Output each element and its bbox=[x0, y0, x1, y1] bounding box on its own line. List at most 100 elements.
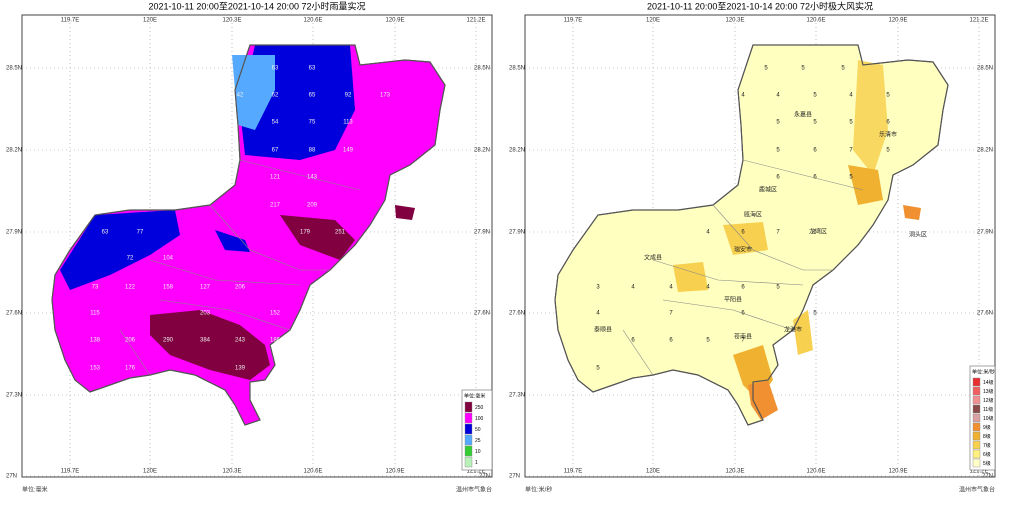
legend-label: 250 bbox=[475, 405, 484, 411]
lon-label: 120E bbox=[646, 469, 660, 475]
station-value: 72 bbox=[127, 256, 134, 262]
lat-label: 27N bbox=[509, 474, 520, 480]
lat-label: 27.9N bbox=[474, 230, 490, 236]
lat-label: 28.2N bbox=[977, 148, 993, 154]
place-name: 鹿城区 bbox=[759, 186, 777, 194]
lon-label: 120.3E bbox=[222, 469, 241, 475]
lon-label: 120.9E bbox=[888, 18, 907, 24]
station-value: 5 bbox=[886, 93, 890, 99]
station-value: 5 bbox=[764, 66, 768, 72]
station-value: 6 bbox=[631, 338, 635, 344]
lon-label: 120.3E bbox=[725, 469, 744, 475]
lat-label: 27.3N bbox=[6, 393, 22, 399]
legend-label: 1 bbox=[475, 460, 478, 466]
legend-swatch bbox=[464, 434, 473, 446]
station-value: 4 bbox=[776, 93, 780, 99]
station-value: 217 bbox=[270, 203, 281, 209]
lat-label: 27.3N bbox=[509, 393, 525, 399]
legend-swatch bbox=[972, 386, 981, 396]
station-value: 73 bbox=[92, 285, 99, 291]
station-value: 152 bbox=[270, 311, 281, 317]
legend-label: 11级 bbox=[983, 406, 993, 413]
legend-label: 10级 bbox=[983, 415, 994, 422]
station-value: 4 bbox=[741, 93, 745, 99]
station-value: 7 bbox=[741, 338, 745, 344]
station-value: 65 bbox=[309, 93, 316, 99]
legend-swatch bbox=[464, 423, 473, 435]
legend-title: 单位:米/秒 bbox=[972, 368, 995, 375]
lon-label: 121.2E bbox=[969, 18, 988, 24]
legend-label: 14级 bbox=[983, 379, 994, 386]
station-value: 4 bbox=[596, 311, 600, 317]
place-name: 龙湾区 bbox=[809, 228, 827, 236]
lat-label: 27N bbox=[6, 474, 17, 480]
station-value: 176 bbox=[125, 366, 136, 372]
station-value: 4 bbox=[706, 285, 710, 291]
legend-label: 25 bbox=[475, 438, 481, 444]
station-value: 5 bbox=[813, 120, 817, 126]
legend-label: 10 bbox=[475, 449, 481, 455]
station-value: 5 bbox=[886, 148, 890, 154]
place-name: 龙港市 bbox=[784, 326, 802, 334]
station-value: 251 bbox=[335, 230, 346, 236]
value-area bbox=[903, 205, 921, 220]
lon-label: 120E bbox=[646, 18, 660, 24]
station-value: 6 bbox=[741, 230, 745, 236]
footer-unit: 单位:米/秒 bbox=[525, 486, 552, 494]
county-borders bbox=[119, 159, 361, 376]
value-area bbox=[395, 205, 415, 220]
map-title: 2021-10-11 20:00至2021-10-14 20:00 72小时雨量… bbox=[149, 0, 366, 11]
lat-label: 27.6N bbox=[6, 311, 22, 317]
county-borders bbox=[622, 159, 864, 376]
value-area bbox=[723, 222, 768, 255]
legend-swatch bbox=[464, 412, 473, 424]
lon-label: 119.7E bbox=[61, 18, 80, 24]
lon-label: 121.2E bbox=[466, 469, 485, 475]
station-value: 77 bbox=[137, 230, 144, 236]
lon-label: 119.7E bbox=[564, 18, 583, 24]
lon-label: 119.7E bbox=[564, 469, 583, 475]
legend-swatch bbox=[972, 431, 981, 441]
station-value: 290 bbox=[163, 338, 174, 344]
station-value: 5 bbox=[776, 285, 780, 291]
value-area bbox=[215, 230, 250, 252]
footer-source: 温州市气象台 bbox=[959, 486, 995, 494]
station-value: 5 bbox=[813, 311, 817, 317]
place-name: 永嘉县 bbox=[794, 111, 812, 119]
legend-swatch bbox=[464, 445, 473, 457]
lat-label: 28.2N bbox=[6, 148, 22, 154]
legend-label: 6级 bbox=[983, 451, 991, 458]
value-area bbox=[232, 55, 275, 130]
station-value: 88 bbox=[309, 148, 316, 154]
station-value: 206 bbox=[125, 338, 136, 344]
station-value: 4 bbox=[669, 285, 673, 291]
place-name: 洞头区 bbox=[909, 231, 927, 239]
legend-label: 8级 bbox=[983, 433, 991, 440]
lat-label: 28.2N bbox=[474, 148, 490, 154]
station-value: 209 bbox=[307, 203, 318, 209]
station-value: 5 bbox=[776, 120, 780, 126]
station-value: 5 bbox=[813, 93, 817, 99]
lat-label: 28.5N bbox=[6, 66, 22, 72]
legend-swatch bbox=[972, 449, 981, 459]
place-name: 苍南县 bbox=[734, 333, 752, 341]
place-name: 瑞安市 bbox=[734, 246, 752, 254]
station-value: 67 bbox=[272, 148, 279, 154]
lat-label: 27.6N bbox=[977, 311, 993, 317]
place-name: 乐清市 bbox=[879, 131, 897, 139]
station-value: 186 bbox=[270, 338, 281, 344]
legend-label: 5级 bbox=[983, 460, 991, 467]
station-value: 173 bbox=[380, 93, 391, 99]
station-value: 3 bbox=[596, 285, 600, 291]
station-value: 115 bbox=[90, 311, 100, 317]
lat-label: 27N bbox=[479, 474, 490, 480]
value-area bbox=[280, 215, 355, 260]
lon-label: 120.3E bbox=[222, 18, 241, 24]
lon-label: 120.3E bbox=[725, 18, 744, 24]
station-value: 5 bbox=[801, 66, 805, 72]
legend-swatch bbox=[464, 401, 473, 413]
station-value: 7 bbox=[776, 230, 780, 236]
value-area bbox=[748, 380, 778, 420]
station-value: 179 bbox=[300, 230, 311, 236]
legend-swatch bbox=[972, 422, 981, 432]
